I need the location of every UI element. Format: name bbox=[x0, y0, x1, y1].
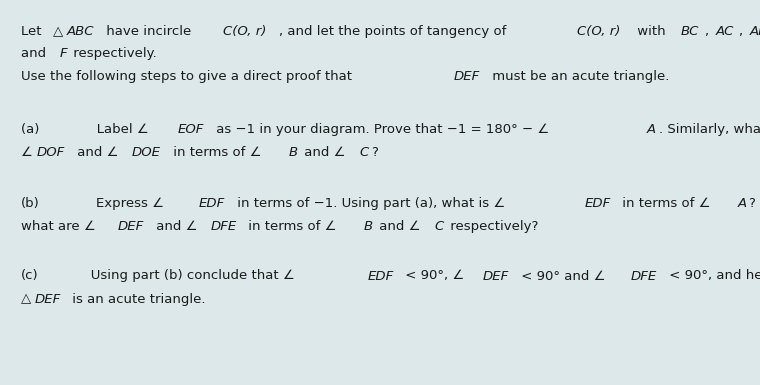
Text: F: F bbox=[59, 47, 67, 60]
Text: Using part (b) conclude that ∠: Using part (b) conclude that ∠ bbox=[44, 270, 295, 283]
Text: as −1 in your diagram. Prove that −1 = 180° − ∠: as −1 in your diagram. Prove that −1 = 1… bbox=[212, 123, 549, 136]
Text: ,: , bbox=[739, 25, 748, 38]
Text: in terms of −1. Using part (a), what is ∠: in terms of −1. Using part (a), what is … bbox=[233, 197, 505, 210]
Text: (a): (a) bbox=[21, 123, 44, 136]
Text: have incircle: have incircle bbox=[102, 25, 195, 38]
Text: DEF: DEF bbox=[118, 220, 144, 233]
Text: in terms of ∠: in terms of ∠ bbox=[618, 197, 711, 210]
Text: DEF: DEF bbox=[483, 270, 509, 283]
Text: EDF: EDF bbox=[199, 197, 225, 210]
Text: C(O, r): C(O, r) bbox=[223, 25, 266, 38]
Text: C(O, r): C(O, r) bbox=[578, 25, 621, 38]
Text: must be an acute triangle.: must be an acute triangle. bbox=[488, 70, 669, 83]
Text: in terms of ∠: in terms of ∠ bbox=[244, 220, 337, 233]
Text: DOF: DOF bbox=[36, 146, 65, 159]
Text: B: B bbox=[289, 146, 298, 159]
Text: < 90°, ∠: < 90°, ∠ bbox=[401, 270, 464, 283]
Text: B: B bbox=[363, 220, 372, 233]
Text: DFE: DFE bbox=[631, 270, 657, 283]
Text: EOF: EOF bbox=[178, 123, 204, 136]
Text: what are ∠: what are ∠ bbox=[21, 220, 96, 233]
Text: Express ∠: Express ∠ bbox=[46, 197, 164, 210]
Text: < 90°, and hence: < 90°, and hence bbox=[665, 270, 760, 283]
Text: and ∠: and ∠ bbox=[73, 146, 119, 159]
Text: and ∠: and ∠ bbox=[300, 146, 346, 159]
Text: C: C bbox=[359, 146, 369, 159]
Text: Label ∠: Label ∠ bbox=[50, 123, 149, 136]
Text: and: and bbox=[21, 47, 51, 60]
Text: Use the following steps to give a direct proof that: Use the following steps to give a direct… bbox=[21, 70, 356, 83]
Text: △: △ bbox=[53, 25, 64, 38]
Text: ,: , bbox=[705, 25, 713, 38]
Text: DOE: DOE bbox=[131, 146, 161, 159]
Text: (b): (b) bbox=[21, 197, 40, 210]
Text: < 90° and ∠: < 90° and ∠ bbox=[517, 270, 606, 283]
Text: ABC: ABC bbox=[66, 25, 94, 38]
Text: with: with bbox=[633, 25, 670, 38]
Text: DEF: DEF bbox=[454, 70, 480, 83]
Text: in terms of ∠: in terms of ∠ bbox=[169, 146, 261, 159]
Text: is an acute triangle.: is an acute triangle. bbox=[68, 293, 206, 306]
Text: respectively.: respectively. bbox=[69, 47, 157, 60]
Text: , and let the points of tangency of: , and let the points of tangency of bbox=[278, 25, 510, 38]
Text: EDF: EDF bbox=[368, 270, 394, 283]
Text: (c): (c) bbox=[21, 270, 39, 283]
Text: A: A bbox=[647, 123, 656, 136]
Text: DFE: DFE bbox=[211, 220, 236, 233]
Text: ? Similarly,: ? Similarly, bbox=[749, 197, 760, 210]
Text: AC: AC bbox=[715, 25, 734, 38]
Text: and ∠: and ∠ bbox=[375, 220, 421, 233]
Text: Let: Let bbox=[21, 25, 46, 38]
Text: . Similarly, what are: . Similarly, what are bbox=[659, 123, 760, 136]
Text: △: △ bbox=[21, 293, 31, 306]
Text: DEF: DEF bbox=[34, 293, 61, 306]
Text: BC: BC bbox=[681, 25, 699, 38]
Text: respectively?: respectively? bbox=[446, 220, 538, 233]
Text: and ∠: and ∠ bbox=[151, 220, 197, 233]
Text: EDF: EDF bbox=[584, 197, 610, 210]
Text: ?: ? bbox=[371, 146, 378, 159]
Text: ∠: ∠ bbox=[21, 146, 33, 159]
Text: C: C bbox=[434, 220, 443, 233]
Text: AB: AB bbox=[750, 25, 760, 38]
Text: A: A bbox=[737, 197, 746, 210]
